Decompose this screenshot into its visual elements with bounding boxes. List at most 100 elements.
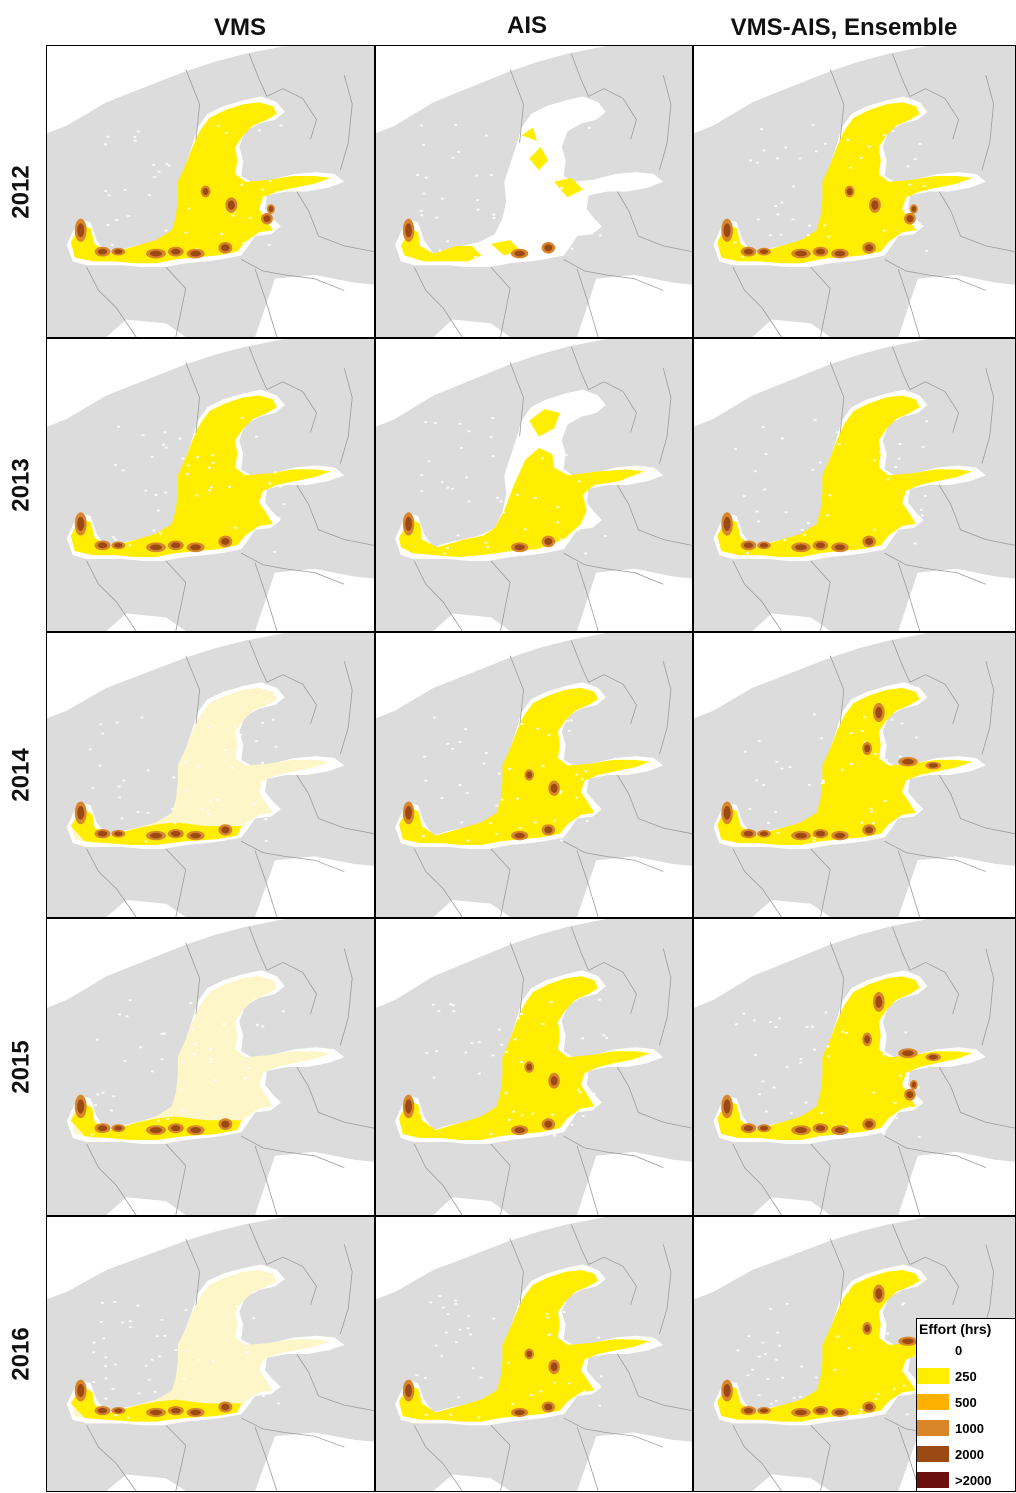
effort-gap	[575, 773, 579, 776]
country-border	[86, 848, 137, 917]
effort-gap	[136, 810, 140, 813]
country-border	[909, 1256, 960, 1305]
map-panel	[693, 45, 1016, 338]
effort-gap	[492, 1317, 496, 1320]
legend-label: 250	[955, 1368, 977, 1384]
effort-hotspot-core	[190, 1127, 201, 1134]
effort-gap	[104, 1365, 108, 1368]
legend-item: 500	[917, 1389, 1015, 1415]
country-border	[892, 346, 911, 390]
country-border	[509, 1238, 524, 1309]
effort-gap	[433, 716, 436, 719]
effort-gap	[598, 1404, 602, 1407]
map-panel	[375, 45, 693, 338]
effort-gap	[174, 1349, 178, 1352]
effort-gap	[438, 1295, 442, 1298]
country-border	[254, 562, 278, 631]
effort-gap	[155, 1335, 159, 1338]
effort-gap	[264, 840, 268, 842]
effort-gap	[733, 241, 737, 244]
effort-gap	[262, 798, 266, 801]
effort-gap	[820, 1112, 824, 1115]
effort-gap	[882, 452, 885, 455]
effort-gap	[858, 839, 862, 842]
effort-gap	[602, 1034, 606, 1037]
effort-gap	[133, 135, 137, 138]
effort-gap	[180, 1061, 184, 1064]
effort-gap	[576, 529, 580, 532]
effort-gap	[531, 124, 535, 127]
effort-gap	[519, 1012, 523, 1015]
effort-gap	[243, 1076, 247, 1079]
effort-gap	[891, 130, 895, 132]
effort-gap	[459, 821, 463, 824]
effort-gap	[157, 170, 161, 173]
effort-gap	[822, 781, 826, 784]
effort-gap	[242, 242, 246, 245]
effort-gap	[508, 768, 512, 770]
effort-gap	[466, 839, 470, 842]
effort-gap	[742, 495, 746, 498]
country-border	[266, 1256, 317, 1305]
country-border	[570, 346, 589, 390]
effort-gap	[140, 716, 144, 719]
effort-map	[47, 919, 374, 1215]
effort-gap	[116, 425, 120, 428]
effort-gap	[255, 1023, 259, 1026]
effort-hotspot-core	[114, 543, 123, 548]
country-border	[241, 552, 345, 585]
effort-hotspot-core	[77, 1099, 85, 1114]
effort-hotspot-core	[743, 542, 754, 549]
effort-hotspot-core	[221, 1120, 230, 1128]
effort-gap	[898, 457, 901, 460]
effort-hotspot-core	[795, 832, 807, 839]
effort-hotspot-core	[550, 783, 558, 793]
effort-hotspot-core	[911, 206, 917, 212]
effort-gap	[469, 1333, 472, 1336]
effort-gap	[506, 1361, 510, 1364]
effort-map	[376, 633, 692, 917]
effort-gap	[424, 421, 428, 423]
effort-gap	[274, 745, 278, 748]
effort-gap	[499, 500, 503, 503]
country-border	[563, 1417, 664, 1448]
effort-gap	[141, 434, 145, 437]
effort-hotspot-core	[514, 1127, 525, 1134]
country-border	[938, 1066, 1015, 1129]
country-border	[884, 840, 986, 872]
country-border	[909, 381, 960, 433]
country-border	[576, 1145, 599, 1215]
effort-hotspot-core	[743, 1125, 754, 1132]
effort-gap	[585, 819, 589, 822]
effort-hotspot-core	[743, 830, 754, 837]
effort-gap	[813, 1048, 816, 1051]
row-label-2013: 2013	[8, 458, 36, 512]
effort-gap	[240, 416, 244, 419]
effort-gap	[775, 1358, 779, 1361]
effort-gap	[277, 1402, 280, 1405]
country-border	[413, 560, 463, 631]
effort-gap	[136, 1304, 140, 1307]
effort-gap	[458, 422, 462, 425]
effort-gap	[749, 159, 752, 162]
effort-gap	[923, 190, 927, 193]
country-border	[563, 552, 664, 585]
effort-gap	[747, 1335, 751, 1338]
effort-gap	[114, 1414, 118, 1417]
effort-gap	[811, 124, 815, 127]
legend-swatch	[917, 1420, 949, 1436]
effort-gap	[814, 1376, 818, 1379]
effort-gap	[160, 1319, 164, 1321]
country-border	[981, 75, 994, 171]
country-border	[254, 1145, 278, 1215]
effort-hotspot-core	[743, 248, 754, 255]
effort-gap	[577, 480, 581, 483]
effort-gap	[128, 544, 132, 547]
effort-gap	[511, 1402, 515, 1405]
effort-gap	[799, 1058, 803, 1061]
effort-gap	[898, 755, 902, 758]
effort-gap	[146, 769, 150, 772]
effort-gap	[764, 1110, 768, 1113]
effort-gap	[209, 1048, 213, 1051]
effort-hotspot-core	[268, 206, 274, 212]
